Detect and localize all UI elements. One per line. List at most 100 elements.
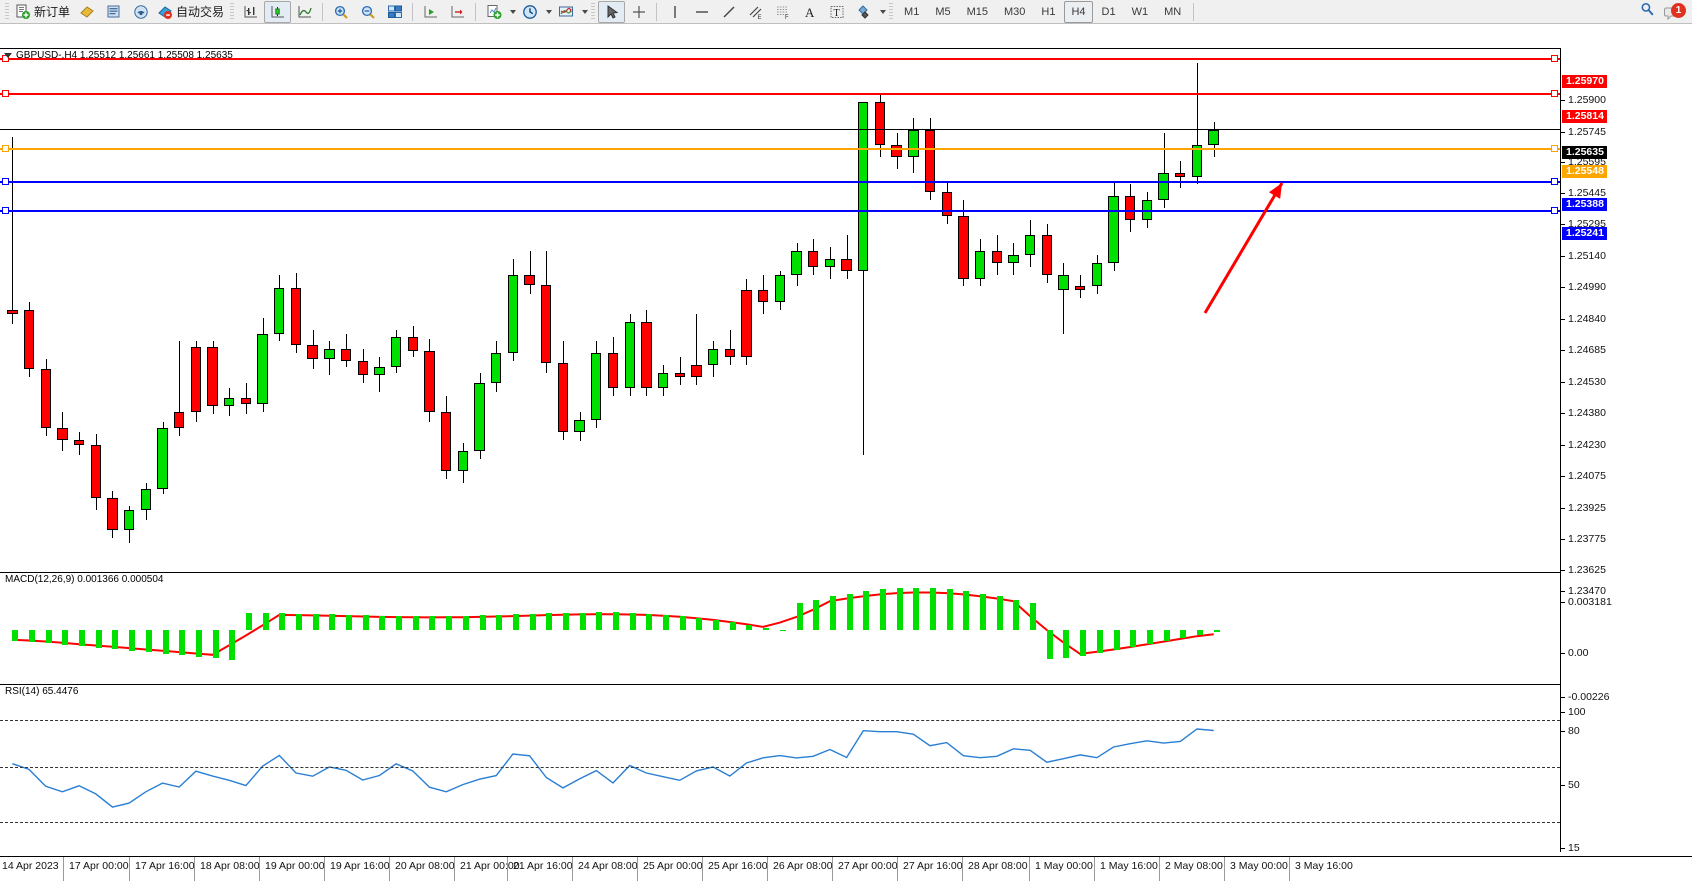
price-label-support-1[interactable]: 1.25388 <box>1562 198 1607 211</box>
price-pane[interactable] <box>0 48 1560 572</box>
timeframe-m30[interactable]: M30 <box>1004 5 1026 18</box>
level-line-resistance-1[interactable] <box>0 93 1560 95</box>
price-tick: 1.23775 <box>1561 533 1606 545</box>
candle-body <box>374 366 385 375</box>
level-handle-right[interactable] <box>1551 178 1558 185</box>
new-chart-dropdown-caret[interactable] <box>510 9 517 14</box>
toolbar-grip-2[interactable] <box>230 2 235 21</box>
level-handle-right[interactable] <box>1551 55 1558 62</box>
price-label-pivot-line[interactable]: 1.25548 <box>1562 165 1607 178</box>
level-handle-left[interactable] <box>2 178 9 185</box>
level-handle-right[interactable] <box>1551 207 1558 214</box>
level-line-current-price[interactable] <box>0 129 1560 130</box>
zoom-in-icon[interactable] <box>327 1 354 23</box>
timeframe-h1[interactable]: H1 <box>1041 5 1056 18</box>
timeframes-icon[interactable] <box>516 1 543 23</box>
shapes-icon[interactable] <box>850 1 877 23</box>
macd-histogram-bar <box>980 593 986 630</box>
indicators-dropdown-caret[interactable] <box>582 9 589 14</box>
cursor-icon[interactable] <box>598 0 626 23</box>
line-chart-icon[interactable] <box>291 1 318 23</box>
toolbar-grip[interactable] <box>5 2 9 21</box>
text-icon[interactable]: A <box>796 1 823 23</box>
autotrading-icon[interactable]: 自动交易 <box>154 1 227 23</box>
candle-wick <box>530 251 531 295</box>
level-handle-right[interactable] <box>1551 90 1558 97</box>
chart-collapse-icon[interactable] <box>4 53 12 58</box>
horizontal-line-icon[interactable] <box>688 1 715 23</box>
toolbar-grip-4[interactable] <box>889 2 894 21</box>
timeframe-d1[interactable]: D1 <box>1101 5 1116 18</box>
macd-histogram-bar <box>213 630 219 659</box>
time-separator <box>259 857 260 881</box>
macd-histogram-bar <box>229 630 235 660</box>
time-label: 2 May 08:00 <box>1165 860 1223 872</box>
timeframe-m15[interactable]: M15 <box>966 5 988 18</box>
bullish-trend-arrow[interactable] <box>0 49 1560 573</box>
fibonacci-icon[interactable]: F <box>769 1 796 23</box>
time-scale[interactable]: 14 Apr 2023 17 Apr 00:00 17 Apr 16:00 18 Ap… <box>0 856 1692 881</box>
macd-pane[interactable]: MACD(12,26,9) 0.001366 0.000504 <box>0 572 1560 684</box>
timeframe-mn[interactable]: MN <box>1164 5 1182 18</box>
price-label-resistance-2[interactable]: 1.25970 <box>1562 75 1607 88</box>
timeframe-m5[interactable]: M5 <box>935 5 951 18</box>
rsi-pane[interactable]: RSI(14) 65.4476 <box>0 684 1560 852</box>
timeframe-m1[interactable]: M1 <box>904 5 920 18</box>
time-label: 3 May 00:00 <box>1230 860 1288 872</box>
equidistant-channel-icon[interactable]: E <box>742 1 769 23</box>
data-window-icon[interactable] <box>100 1 127 23</box>
trendline-icon[interactable] <box>715 1 742 23</box>
candle-body <box>1008 255 1019 263</box>
macd-histogram-bar <box>463 615 469 630</box>
rsi-tick-value: 50 <box>1568 779 1580 791</box>
price-tick: 1.24990 <box>1561 281 1606 293</box>
shapes-dropdown-caret[interactable] <box>880 9 887 14</box>
macd-histogram-bar <box>329 614 335 630</box>
time-separator <box>962 857 963 881</box>
bar-chart-icon[interactable] <box>237 1 264 23</box>
timeframes-dropdown-caret[interactable] <box>546 9 553 14</box>
candlestick-chart-icon[interactable] <box>264 0 292 23</box>
candle-wick <box>863 255 864 456</box>
macd-histogram-bar <box>997 596 1003 630</box>
candle-body <box>491 353 502 383</box>
tile-windows-icon[interactable] <box>381 1 408 23</box>
crosshair-icon[interactable] <box>625 1 652 23</box>
level-line-support-1[interactable] <box>0 181 1560 183</box>
indicators-icon[interactable] <box>552 1 579 23</box>
macd-histogram-bar <box>763 627 769 630</box>
level-line-support-2[interactable] <box>0 210 1560 212</box>
chart-area[interactable]: GBPUSD-,H4 1.25512 1.25661 1.25508 1.256… <box>0 24 1692 881</box>
shift-end-icon[interactable] <box>417 1 444 23</box>
price-label-current-price[interactable]: 1.25635 <box>1562 146 1607 159</box>
time-separator <box>637 857 638 881</box>
candle-body <box>841 259 852 271</box>
price-scale[interactable]: 1.25900 1.25745 1.25595 1.25445 1.25295 1.251… <box>1560 48 1692 876</box>
toolbar-grip-3[interactable] <box>591 2 596 21</box>
timeframe-w1[interactable]: W1 <box>1131 5 1149 18</box>
new-chart-icon[interactable] <box>480 1 507 23</box>
zoom-out-icon[interactable] <box>354 1 381 23</box>
search-icon[interactable] <box>1639 1 1656 23</box>
price-tick: 1.24685 <box>1561 344 1606 356</box>
signals-icon[interactable] <box>127 1 154 23</box>
level-handle-left[interactable] <box>2 90 9 97</box>
candle-body <box>991 251 1002 263</box>
level-handle-right[interactable] <box>1551 145 1558 152</box>
expert-advisors-icon[interactable] <box>73 1 100 23</box>
text-label-icon[interactable]: T <box>823 1 850 23</box>
macd-histogram-bar <box>246 613 252 630</box>
level-handle-left[interactable] <box>2 207 9 214</box>
timeframe-h4[interactable]: H4 <box>1064 0 1093 23</box>
auto-scroll-icon[interactable] <box>444 1 471 23</box>
notification-icon[interactable]: 1 <box>1664 3 1686 21</box>
price-label-resistance-1[interactable]: 1.25814 <box>1562 110 1607 123</box>
new-order-button[interactable]: 新订单 <box>12 1 73 23</box>
price-label-support-2[interactable]: 1.25241 <box>1562 227 1607 240</box>
level-handle-left[interactable] <box>2 145 9 152</box>
vertical-line-icon[interactable] <box>661 1 688 23</box>
time-label: 18 Apr 08:00 <box>200 860 260 872</box>
level-line-pivot-line[interactable] <box>0 148 1560 150</box>
level-line-resistance-2[interactable] <box>0 58 1560 60</box>
time-separator <box>1094 857 1095 881</box>
